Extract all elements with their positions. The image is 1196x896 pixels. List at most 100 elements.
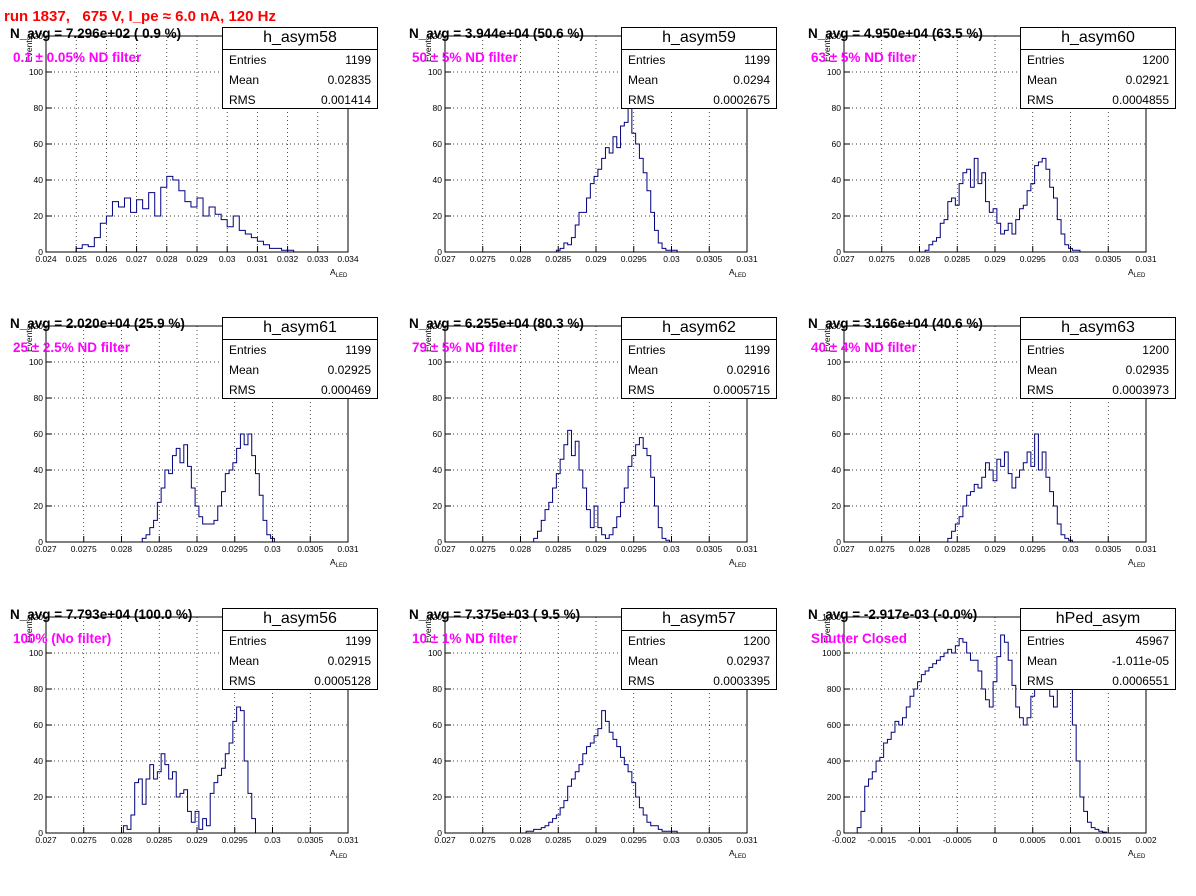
histogram-bin [252, 819, 256, 833]
histogram-bin [157, 772, 161, 833]
x-tick-label: -0.0015 [867, 835, 896, 845]
stats-value: 0.0005128 [314, 674, 371, 688]
histogram-bin [169, 474, 173, 542]
x-axis-label-subscript: LED [336, 273, 348, 279]
y-axis-label: Events [423, 36, 433, 62]
histogram-bin [1016, 477, 1020, 542]
histogram-bin [936, 238, 940, 252]
histogram-bin [609, 732, 613, 833]
x-axis-label-subscript: LED [1134, 854, 1146, 860]
histogram-bin [605, 721, 609, 833]
y-tick-label: 40 [433, 465, 443, 475]
histogram-series [947, 433, 1073, 542]
histogram-bin [929, 667, 933, 833]
y-tick-label: 1200 [822, 612, 841, 622]
histogram-bin [237, 448, 241, 542]
stats-key: RMS [628, 674, 655, 688]
stats-row: Mean 0.02835 [223, 70, 377, 90]
stats-row: Entries 1200 [622, 631, 776, 651]
histogram-bin [621, 502, 625, 542]
histogram-bin [1023, 205, 1027, 252]
histogram-bin [225, 474, 229, 542]
histogram-bin [643, 448, 647, 542]
histogram-bin [636, 797, 640, 833]
histogram-bin [199, 829, 203, 833]
x-axis-label: A [729, 848, 735, 858]
histogram-bin [161, 754, 165, 833]
histogram-bin [106, 216, 112, 252]
histogram-bin [1023, 725, 1027, 833]
y-tick-label: 60 [433, 139, 443, 149]
histogram-bin [655, 826, 659, 833]
x-tick-label: 0 [993, 835, 998, 845]
histogram-panel-h_asym58: 0.024 0.025 0.026 0.027 0.028 0.029 0.03 0.031 0… [0, 25, 398, 315]
x-tick-label: 0.028 [909, 254, 931, 264]
histogram-bin [575, 441, 579, 542]
histogram-bin [651, 477, 655, 542]
y-tick-label: 0 [38, 828, 43, 838]
histogram-bin [967, 653, 971, 833]
histogram-bin [963, 642, 967, 833]
histogram-bin [647, 822, 651, 833]
x-tick-label: 0.029 [585, 254, 607, 264]
histogram-bin [1008, 660, 1012, 833]
stats-row: Entries 1199 [622, 340, 776, 360]
x-axis-title: ALED [330, 848, 348, 860]
histogram-bin [197, 198, 203, 252]
stats-value: 0.02935 [1125, 363, 1169, 377]
histogram-bin [624, 488, 628, 542]
histogram-bin [206, 524, 210, 542]
x-tick-label: 0.028 [111, 835, 133, 845]
histogram-bin [222, 492, 226, 542]
stats-box: hPed_asym Entries 45967 Mean -1.011e-05 RMS 0.… [1020, 608, 1176, 690]
histogram-bin [872, 772, 876, 833]
y-tick-label: 100 [29, 67, 43, 77]
histogram-series [75, 175, 295, 252]
stats-key: Entries [1027, 53, 1065, 67]
stats-box: h_asym58 Entries 1199 Mean 0.02835 RMS 0.00141… [222, 27, 378, 109]
histogram-bin [963, 173, 967, 252]
y-tick-label: 60 [433, 429, 443, 439]
histogram-bin [1035, 166, 1039, 252]
x-tick-label: 0.0285 [944, 254, 970, 264]
histogram-bin [146, 779, 150, 833]
histogram-bin [579, 212, 583, 252]
stats-row: Mean 0.02921 [1021, 70, 1175, 90]
histogram-bin [1001, 466, 1005, 542]
y-tick-label: 60 [433, 720, 443, 730]
y-tick-label: 120 [29, 612, 43, 622]
histogram-bin [602, 158, 606, 252]
y-tick-label: 80 [832, 103, 842, 113]
histogram-bin [1042, 452, 1046, 542]
histogram-bin [952, 531, 956, 542]
histogram-bin [590, 743, 594, 833]
histogram-bin [590, 528, 594, 542]
histogram-bin [940, 657, 944, 833]
histogram-bin [143, 209, 149, 252]
y-tick-label: 40 [34, 756, 44, 766]
histogram-bin [876, 761, 880, 833]
histogram-bin [263, 520, 267, 542]
histogram-plot: 0.027 0.0275 0.028 0.0285 0.029 0.0295 0.03 0.0… [822, 321, 1157, 569]
y-tick-label: 0 [437, 247, 442, 257]
histogram-bin [188, 811, 192, 833]
x-tick-label: 0.0295 [1020, 254, 1046, 264]
stats-key: Entries [229, 634, 267, 648]
stats-value: 1199 [345, 343, 371, 357]
x-tick-label: 0.0005 [1020, 835, 1046, 845]
histogram-panel-h_asym59: 0.027 0.0275 0.028 0.0285 0.029 0.0295 0.03 0.0… [399, 25, 797, 315]
stats-value: 0.0003973 [1112, 383, 1169, 397]
histogram-bin [1061, 234, 1065, 252]
stats-key: Mean [1027, 73, 1058, 87]
histogram-bin [974, 158, 978, 252]
histogram-bin [1008, 223, 1012, 252]
x-tick-label: 0.027 [35, 544, 57, 554]
histogram-bin [191, 822, 195, 833]
y-tick-label: 40 [34, 465, 44, 475]
y-tick-label: 60 [34, 139, 44, 149]
x-tick-label: 0.0015 [1095, 835, 1121, 845]
histogram-bin [173, 180, 179, 252]
histogram-bin [575, 772, 579, 833]
y-tick-label: 120 [428, 321, 442, 331]
histogram-bin [534, 829, 538, 833]
